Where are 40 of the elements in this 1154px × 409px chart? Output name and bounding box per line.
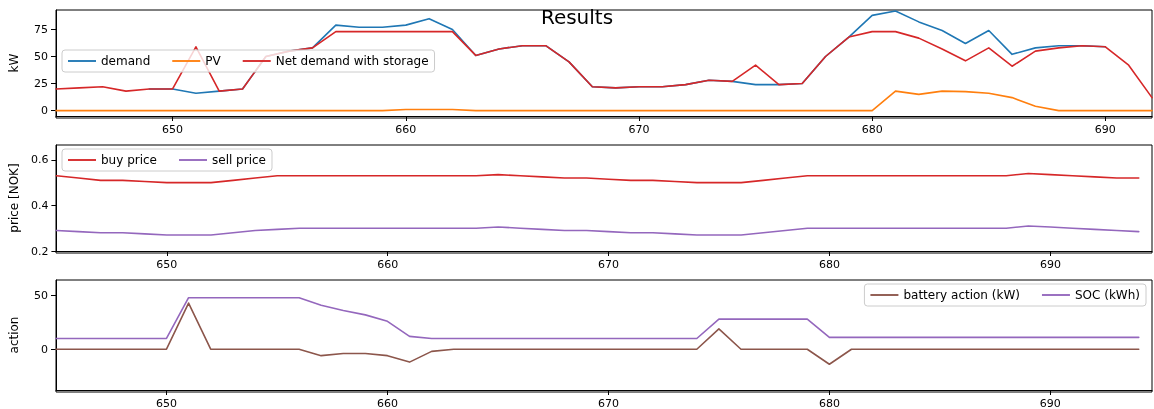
x-tick-label: 650 — [156, 258, 178, 271]
line-series — [55, 302, 1140, 366]
y-tick-label: 0 — [41, 104, 48, 118]
chart-title: Results — [540, 5, 614, 29]
x-tick-label: 670 — [597, 397, 619, 409]
x-tick-label: 660 — [376, 397, 398, 409]
x-tick-label: 660 — [395, 123, 417, 136]
x-tick-label: 690 — [1039, 397, 1061, 409]
y-tick-label: 50 — [34, 50, 48, 64]
legend-label: PV — [205, 54, 222, 68]
legend-label: Net demand with storage — [275, 54, 429, 68]
x-tick-label: 690 — [1094, 123, 1116, 136]
x-tick-label: 690 — [1039, 258, 1061, 271]
line-series — [55, 172, 1140, 184]
legend-label: battery action (kW) — [903, 288, 1020, 302]
x-tick-label: 680 — [861, 123, 883, 136]
x-tick-label: 660 — [377, 258, 399, 271]
legend-label: SOC (kWh) — [1074, 288, 1141, 302]
legend-label: sell price — [212, 153, 266, 167]
x-tick-label: 680 — [818, 397, 840, 409]
legend-label: demand — [101, 54, 151, 68]
x-tick-label: 650 — [162, 123, 184, 136]
y-tick-label: 0.6 — [30, 153, 49, 167]
y-tick-label: 25 — [34, 77, 48, 91]
line-series — [55, 30, 1153, 99]
y-tick-label: 75 — [34, 22, 48, 36]
x-tick-label: 650 — [155, 397, 177, 409]
y-tick-label: 0.2 — [30, 244, 49, 258]
y-axis-title: kW — [7, 53, 21, 73]
line-series — [55, 90, 1153, 112]
legend-label: buy price — [101, 153, 158, 167]
y-axis-title: action — [7, 316, 21, 354]
x-tick-label: 670 — [628, 123, 650, 136]
x-tick-label: 680 — [819, 258, 840, 271]
y-tick-label: 50 — [34, 289, 48, 303]
y-tick-label: 0.4 — [30, 198, 49, 212]
x-tick-label: 670 — [598, 258, 620, 271]
y-axis-title: price [NOK] — [7, 163, 21, 233]
y-tick-label: 0 — [41, 342, 48, 356]
line-series — [55, 225, 1140, 236]
